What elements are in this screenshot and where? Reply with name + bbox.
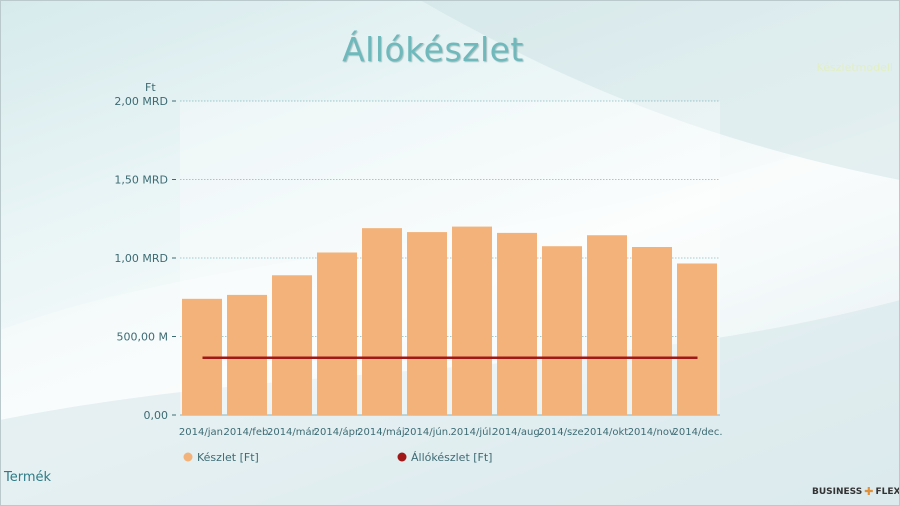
bar[interactable] [632,247,672,415]
x-tick-label: 2014/ápr. [314,426,362,438]
x-tick-label: 2014/sze. [538,427,587,438]
bar[interactable] [677,263,717,415]
bar[interactable] [587,235,627,415]
x-tick-label: 2014/jún. [404,426,451,438]
x-tick-label: 2014/máj. [357,426,408,438]
x-axis: 2014/jan.2014/feb.2014/már.2014/ápr.2014… [179,426,723,438]
business-flex-logo: BUSINESS ✚ FLEX [812,485,900,498]
bar[interactable] [542,246,582,415]
grid [180,100,720,416]
logo-left: BUSINESS [812,486,863,497]
bar[interactable] [407,232,447,415]
x-tick-label: 2014/aug. [492,427,543,438]
x-tick-label: 2014/dec. [673,427,723,438]
bars [182,226,717,415]
y-tick-label: 1,00 MRD [114,252,168,265]
y-tick-label: 0,00 [144,409,169,422]
legend-label: Állókészlet [Ft] [411,451,492,464]
x-tick-label: 2014/nov. [628,427,678,438]
legend-marker [397,452,407,462]
y-axis-unit: Ft [145,81,156,94]
model-link[interactable]: Készletmodell [816,61,893,74]
bar[interactable] [272,275,312,415]
chart-title: Állókészlet [342,30,524,69]
y-tick-label: 500,00 M [117,331,168,344]
logo-right: FLEX [875,486,900,497]
x-tick-label: 2014/jan. [179,427,226,438]
logo-cross-icon: ✚ [864,485,874,498]
legend-label: Készlet [Ft] [197,451,259,464]
y-axis: 0,00 500,00 M 1,00 MRD 1,50 MRD 2,00 MRD [114,95,176,422]
legend-marker [183,452,193,462]
bar[interactable] [452,226,492,415]
bar[interactable] [497,232,537,415]
product-filter-label[interactable]: Termék [4,470,52,485]
bar[interactable] [317,252,357,415]
legend: Készlet [Ft] Állókészlet [Ft] [183,451,492,464]
bar[interactable] [227,294,267,415]
bar[interactable] [362,228,402,415]
x-tick-label: 2014/okt. [584,427,632,438]
y-tick-label: 1,50 MRD [114,174,168,187]
x-tick-label: 2014/feb. [223,427,271,438]
y-tick-label: 2,00 MRD [114,95,168,108]
x-tick-label: 2014/júl. [451,426,495,438]
x-tick-label: 2014/már. [267,426,318,438]
